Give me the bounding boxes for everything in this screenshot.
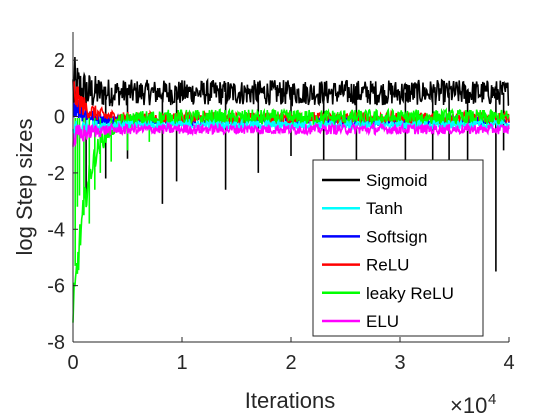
legend-label: Tanh bbox=[366, 199, 403, 218]
x-tick-label: 0 bbox=[67, 352, 78, 374]
y-tick-label: 2 bbox=[54, 50, 65, 72]
legend-label: ReLU bbox=[366, 256, 409, 275]
legend-box bbox=[312, 159, 484, 337]
x-axis-exponent: ×10 4 bbox=[450, 391, 496, 418]
y-tick-label: -2 bbox=[47, 163, 65, 185]
x-tick-label: 1 bbox=[176, 352, 187, 374]
y-tick-label: -4 bbox=[47, 219, 65, 241]
series-line-tanh bbox=[72, 117, 510, 139]
y-tick-label: -6 bbox=[47, 276, 65, 298]
series-line-leaky-relu bbox=[72, 107, 510, 323]
legend-label: Softsign bbox=[366, 227, 427, 246]
y-tick-label: -8 bbox=[47, 332, 65, 354]
y-tick-label: 0 bbox=[54, 107, 65, 129]
ticks-layer: 0 1 2 3 4 -8 -6 -4 -2 0 2 bbox=[47, 50, 514, 374]
x-axis-label: Iterations bbox=[245, 388, 336, 413]
legend-label: ELU bbox=[366, 312, 399, 331]
legend-label: Sigmoid bbox=[366, 171, 427, 190]
x-tick-label: 3 bbox=[394, 352, 405, 374]
x-exponent-base: ×10 bbox=[450, 393, 487, 418]
legend-label: leaky ReLU bbox=[366, 284, 454, 303]
legend: Sigmoid Tanh Softsign ReLU leaky ReLU ELU bbox=[312, 159, 484, 337]
series-layer bbox=[72, 56, 510, 323]
x-tick-label: 2 bbox=[285, 352, 296, 374]
series-line-elu bbox=[72, 121, 510, 148]
y-axis-label: log Step sizes bbox=[12, 119, 37, 256]
x-exponent-power: 4 bbox=[488, 391, 496, 408]
x-tick-label: 4 bbox=[503, 352, 514, 374]
